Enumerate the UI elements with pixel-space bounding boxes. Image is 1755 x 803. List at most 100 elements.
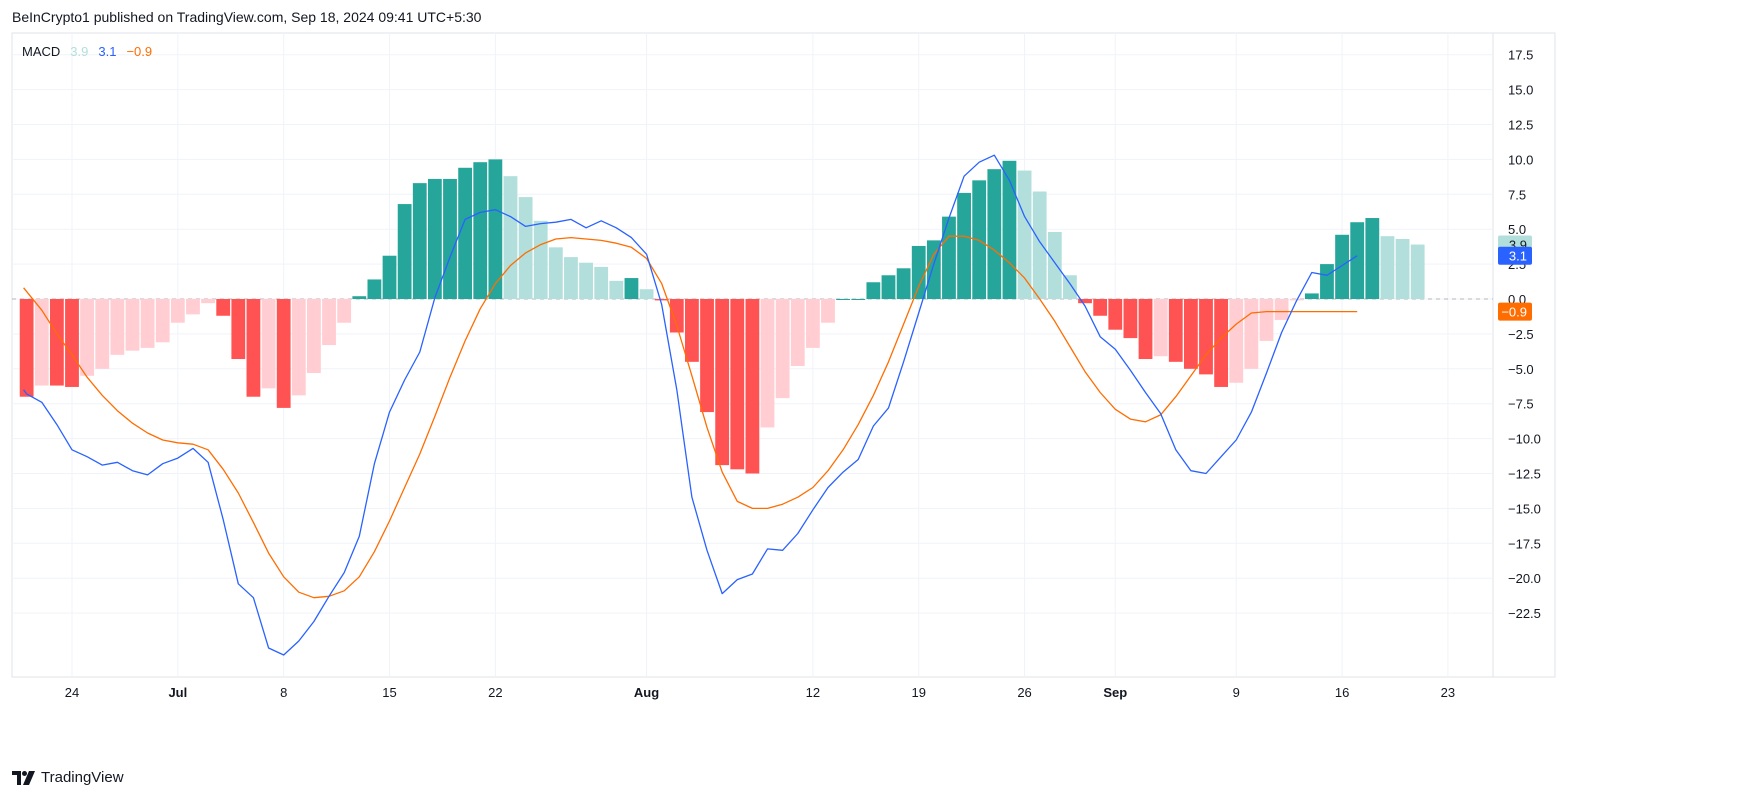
histogram-bar <box>170 299 185 323</box>
legend-signal-value: −0.9 <box>126 44 153 59</box>
histogram-bar <box>609 280 624 299</box>
histogram-bar <box>1183 299 1198 369</box>
histogram-bar <box>548 247 563 299</box>
footer-brand: TradingView <box>41 769 124 786</box>
histogram-bar <box>972 180 987 299</box>
histogram-bar <box>1380 236 1395 299</box>
histogram-bar <box>1047 231 1062 299</box>
histogram-bar <box>1108 299 1123 330</box>
last-value-badge <box>1498 302 1532 321</box>
histogram-bar <box>654 299 669 301</box>
histogram-bar <box>1032 191 1047 299</box>
histogram-bar <box>246 299 261 397</box>
histogram-bar <box>730 299 745 470</box>
publisher-header: BeInCrypto1 published on TradingView.com… <box>12 9 482 25</box>
histogram-bar <box>1093 299 1108 316</box>
histogram-bar <box>352 296 367 299</box>
x-tick-label: 9 <box>1233 685 1240 700</box>
lines-group <box>23 154 1358 656</box>
histogram-bar <box>821 299 835 323</box>
histogram-bar <box>790 299 805 367</box>
histogram-bar <box>412 183 427 299</box>
x-tick-label: 24 <box>65 685 79 700</box>
histogram-bar <box>155 299 170 343</box>
histogram-bar <box>307 299 321 373</box>
y-tick-label: −5.0 <box>1508 362 1534 377</box>
macd-line <box>23 154 1358 656</box>
histogram-bar <box>851 299 866 300</box>
legend-macd-value: 3.1 <box>98 44 117 59</box>
histogram-bar <box>261 299 276 389</box>
histogram-bar <box>186 299 200 315</box>
histogram-bar <box>579 262 593 299</box>
histogram-bar <box>503 176 518 299</box>
last-value-badge <box>1498 246 1532 265</box>
last-value-label-signal: −0.9 <box>1498 302 1532 321</box>
histogram-bar <box>367 279 382 299</box>
x-tick-label: Jul <box>168 685 187 700</box>
last-value-text: −0.9 <box>1501 305 1527 320</box>
histogram-bar <box>1214 299 1229 387</box>
histogram-bar <box>1410 244 1425 299</box>
histogram-bar <box>382 255 397 299</box>
histogram-bar <box>201 299 215 304</box>
histogram-bar <box>957 192 971 299</box>
histogram-bar <box>1153 299 1168 357</box>
histogram-bar <box>80 299 95 376</box>
histogram-bar <box>427 178 442 299</box>
signal-line <box>23 235 1358 599</box>
histogram-bar <box>1350 222 1365 299</box>
y-tick-label: 7.5 <box>1508 187 1526 202</box>
histogram-bar <box>1365 218 1380 299</box>
tradingview-footer[interactable]: TradingView <box>12 769 124 786</box>
y-tick-label: −12.5 <box>1508 467 1541 482</box>
histogram-bar <box>1320 264 1334 299</box>
x-tick-label: Sep <box>1103 685 1127 700</box>
histogram-bar <box>715 299 730 466</box>
x-tick-label: 19 <box>911 685 925 700</box>
histogram-bar <box>49 299 64 386</box>
y-tick-label: −20.0 <box>1508 571 1541 586</box>
histogram-bar <box>34 299 49 386</box>
legend-histogram-value: 3.9 <box>70 44 89 59</box>
last-value-text: 3.1 <box>1509 249 1527 264</box>
y-tick-label: −7.5 <box>1508 397 1534 412</box>
histogram-bar <box>942 216 956 299</box>
histogram-bar <box>775 299 790 399</box>
y-tick-label: −10.0 <box>1508 432 1541 447</box>
legend-name: MACD <box>22 44 61 59</box>
histogram-bar <box>95 299 110 369</box>
y-tick-label: −15.0 <box>1508 501 1541 516</box>
histogram-bar <box>216 299 231 316</box>
histogram-bar <box>987 169 1002 299</box>
histogram-bar <box>594 266 609 299</box>
histogram-bar <box>65 299 79 387</box>
histogram-bar <box>443 178 457 299</box>
histogram-bar <box>473 162 488 299</box>
histogram-bar <box>1002 160 1017 299</box>
indicator-legend[interactable]: MACD 3.9 3.1 −0.9 <box>22 44 152 59</box>
histogram-bar <box>1168 299 1183 362</box>
histogram-bar <box>1229 299 1244 383</box>
y-tick-label: 17.5 <box>1508 48 1533 63</box>
histogram-bar <box>488 159 503 299</box>
x-tick-label: 23 <box>1441 685 1455 700</box>
histogram-bar <box>669 299 684 333</box>
histogram-bar <box>276 299 291 408</box>
histogram-bar <box>836 299 851 300</box>
tradingview-logo-icon <box>12 770 35 785</box>
histogram-bar <box>322 299 336 346</box>
histogram-bar <box>881 275 896 299</box>
histogram-bar <box>140 299 155 348</box>
histogram-bar <box>1199 299 1213 375</box>
y-tick-label: 10.0 <box>1508 152 1533 167</box>
x-tick-label: 8 <box>280 685 287 700</box>
histogram-bar <box>1138 299 1153 360</box>
histogram-bar <box>337 299 352 323</box>
x-tick-label: 12 <box>806 685 820 700</box>
histogram-bar <box>518 197 533 299</box>
histogram-bar <box>700 299 714 413</box>
histogram-bar <box>1078 299 1092 304</box>
histogram-bar <box>805 299 820 348</box>
